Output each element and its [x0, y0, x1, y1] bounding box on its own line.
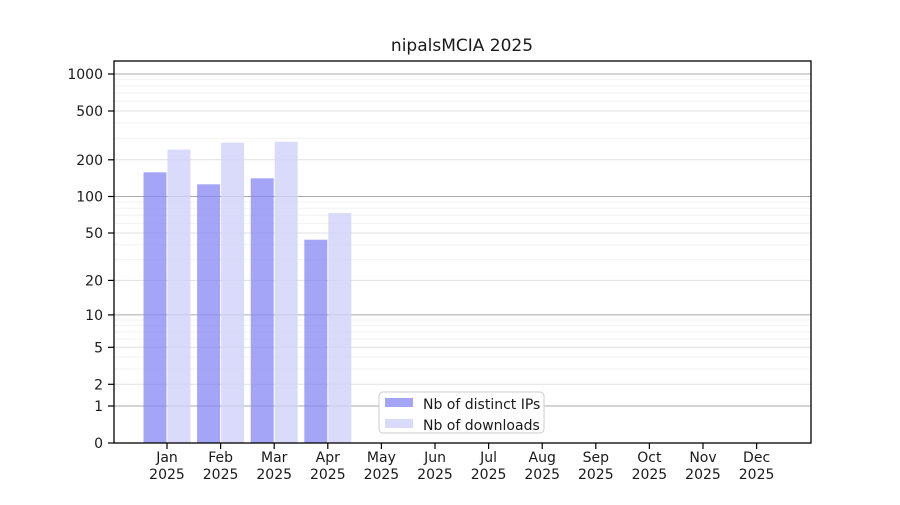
bar-nb-of-distinct-ips-jan-2025 — [143, 172, 167, 444]
bar-nb-of-downloads-mar-2025 — [274, 141, 298, 443]
x-tick-label-jun-2025: Jun 2025 — [417, 450, 453, 483]
y-tick-label-5: 5 — [94, 340, 103, 356]
x-tick-label-mar-2025: Mar 2025 — [256, 450, 292, 483]
x-tick-label-jul-2025: Jul 2025 — [471, 450, 507, 483]
bar-nb-of-distinct-ips-apr-2025 — [304, 239, 328, 443]
y-tick-label-20: 20 — [85, 273, 103, 289]
bar-nb-of-distinct-ips-mar-2025 — [250, 178, 274, 444]
y-tick-label-1000: 1000 — [67, 67, 103, 83]
legend-label-distinct-ips: Nb of distinct IPs — [423, 397, 540, 413]
y-tick-label-500: 500 — [76, 104, 103, 120]
bar-nb-of-downloads-feb-2025 — [221, 142, 245, 443]
legend-swatch-distinct-ips — [385, 398, 413, 407]
x-tick-label-oct-2025: Oct 2025 — [632, 450, 668, 483]
legend-swatch-downloads — [385, 419, 413, 428]
y-tick-label-0: 0 — [94, 436, 103, 452]
plot-frame — [113, 60, 812, 444]
legend-label-downloads: Nb of downloads — [423, 418, 540, 434]
y-tick-label-50: 50 — [85, 226, 103, 242]
bar-nb-of-downloads-jan-2025 — [167, 149, 191, 443]
bar-nb-of-distinct-ips-feb-2025 — [197, 184, 221, 444]
y-tick-label-10: 10 — [85, 308, 103, 324]
x-tick-label-nov-2025: Nov 2025 — [685, 450, 721, 483]
x-tick-label-apr-2025: Apr 2025 — [310, 450, 346, 483]
x-tick-label-feb-2025: Feb 2025 — [203, 450, 239, 483]
legend: Nb of distinct IPs Nb of downloads — [378, 391, 545, 434]
x-tick-label-may-2025: May 2025 — [364, 450, 400, 483]
legend-box — [378, 391, 545, 434]
y-tick-label-100: 100 — [76, 190, 103, 206]
y-tick-label-1: 1 — [94, 399, 103, 415]
x-tick-label-dec-2025: Dec 2025 — [739, 450, 775, 483]
y-tick-label-2: 2 — [94, 377, 103, 393]
y-tick-label-200: 200 — [76, 153, 103, 169]
bar-nb-of-downloads-apr-2025 — [328, 213, 352, 443]
bars — [143, 141, 352, 444]
x-tick-label-jan-2025: Jan 2025 — [149, 450, 185, 483]
x-tick-label-sep-2025: Sep 2025 — [578, 450, 614, 483]
chart-title: nipalsMCIA 2025 — [391, 36, 533, 56]
x-tick-label-aug-2025: Aug 2025 — [524, 450, 560, 483]
